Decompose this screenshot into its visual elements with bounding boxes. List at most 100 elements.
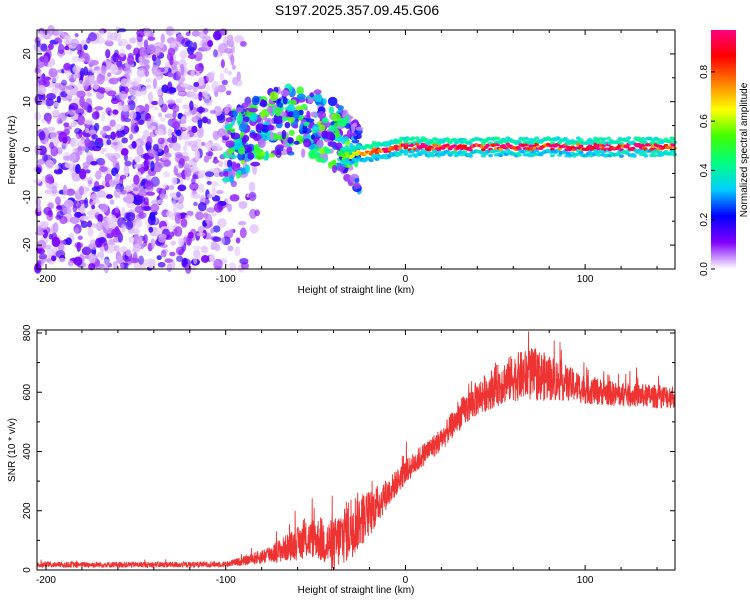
spectrogram-cell — [84, 197, 89, 209]
spectrogram-cell — [150, 238, 156, 250]
spectrogram-cell — [251, 95, 260, 106]
spectrogram-cell — [114, 206, 120, 214]
spectrogram-cell — [277, 102, 284, 108]
spectrogram-cell — [246, 147, 253, 153]
spectrogram-cell — [97, 251, 105, 258]
spectrogram-cell — [75, 108, 85, 115]
snr-frame — [36, 329, 676, 571]
spectrogram-x-ticks: -200 -100 0 100 — [36, 30, 658, 285]
spectrogram-cell — [153, 68, 161, 76]
x-tick-label: 100 — [577, 575, 594, 586]
spectrogram-cell — [161, 188, 166, 199]
spectrogram-cell — [106, 214, 117, 223]
spectrogram-cell — [397, 146, 403, 150]
spectrogram-cell — [36, 57, 46, 69]
spectrogram-cell — [118, 38, 128, 47]
spectrogram-cell — [160, 243, 168, 248]
spectrogram-cell — [98, 28, 104, 37]
spectrogram-cell — [578, 150, 584, 155]
spectrogram-cell — [172, 121, 180, 130]
spectrogram-cell — [179, 49, 188, 60]
spectrogram-cell — [146, 44, 156, 55]
spectrogram-cell — [76, 43, 83, 52]
spectrogram-cell — [77, 145, 83, 156]
spectrogram-cell — [177, 184, 187, 192]
spectrogram-cell — [287, 137, 294, 144]
spectrogram-cell — [184, 167, 192, 177]
spectrogram-cell — [192, 42, 198, 51]
spectrogram-cell — [337, 117, 347, 128]
spectrogram-cell — [257, 138, 266, 149]
spectrogram-cell — [166, 137, 175, 143]
spectrogram-cell — [129, 133, 134, 141]
spectrogram-cell — [105, 249, 114, 254]
spectrogram-cell — [96, 73, 105, 85]
spectrogram-cell — [174, 60, 180, 66]
spectrogram-cell — [79, 215, 90, 221]
spectrogram-cell — [125, 212, 136, 222]
spectrogram-cell — [76, 114, 86, 126]
spectrogram-cell — [123, 66, 132, 74]
spectrogram-cell — [287, 117, 295, 123]
y-tick-label: -10 — [22, 190, 33, 205]
spectrogram-cell — [480, 154, 486, 158]
spectrogram-cell — [205, 151, 214, 157]
spectrogram-cell — [250, 161, 261, 167]
spectrogram-cell — [189, 165, 199, 173]
spectrogram-cell — [170, 41, 176, 50]
spectrogram-cell — [196, 232, 206, 237]
spectrogram-cell — [183, 214, 192, 219]
snr-y-ticks: 0 200 400 600 800 — [22, 324, 675, 573]
spectrogram-cell — [40, 221, 49, 229]
spectrogram-cell — [63, 122, 70, 128]
spectrogram-cell — [140, 135, 146, 142]
spectrogram-cell — [203, 96, 211, 105]
spectrogram-cell — [624, 145, 630, 149]
spectrogram-cell — [63, 62, 71, 71]
spectrogram-cell — [66, 70, 72, 79]
spectrogram-cell — [534, 148, 540, 153]
spectrogram-cell — [144, 103, 150, 113]
spectrogram-cell — [397, 152, 403, 157]
spectrogram-cell — [79, 168, 87, 180]
spectrogram-cell — [182, 135, 191, 141]
spectrogram-cell — [121, 104, 129, 112]
spectrogram-cell — [38, 131, 46, 141]
spectrogram-cell — [235, 237, 241, 244]
spectrogram-cell — [207, 40, 214, 48]
spectrogram-cell — [62, 184, 68, 196]
spectrogram-cell — [62, 207, 72, 215]
spectrogram-cell — [95, 237, 103, 248]
y-tick-label: 0 — [22, 567, 33, 573]
spectrogram-cell — [187, 231, 194, 239]
spectrogram-cell — [227, 148, 234, 155]
spectrogram-cell — [153, 161, 162, 173]
spectrogram-cell — [100, 244, 105, 254]
spectrogram-cell — [69, 216, 80, 225]
spectrogram-cell — [119, 263, 125, 269]
spectrogram-cell — [109, 65, 119, 75]
spectrogram-cell — [150, 160, 155, 172]
spectrogram-cell — [72, 55, 79, 63]
spectrogram-cell — [168, 87, 177, 94]
spectrogram-cell — [181, 124, 188, 130]
spectrogram-cell — [317, 157, 325, 163]
spectrogram-cell — [72, 65, 81, 74]
spectrogram-cell — [67, 260, 74, 267]
spectrogram-cell — [216, 84, 227, 93]
spectrogram-cell — [292, 124, 299, 129]
spectrogram-cell — [108, 222, 117, 228]
spectrogram-cell — [81, 246, 92, 256]
spectrogram-cell — [169, 55, 174, 66]
spectrogram-cell — [194, 51, 203, 62]
spectrogram-cell — [164, 61, 170, 70]
spectrogram-cell — [88, 253, 96, 265]
spectrogram-cell — [172, 104, 180, 113]
spectrogram-cell — [228, 228, 234, 235]
spectrogram-cell — [403, 139, 409, 144]
spectrogram-cell — [254, 209, 261, 217]
spectrogram-cell — [40, 99, 47, 105]
spectrogram-cell — [354, 177, 360, 184]
spectrogram-cell — [307, 98, 314, 104]
spectrogram-cell — [43, 55, 49, 67]
